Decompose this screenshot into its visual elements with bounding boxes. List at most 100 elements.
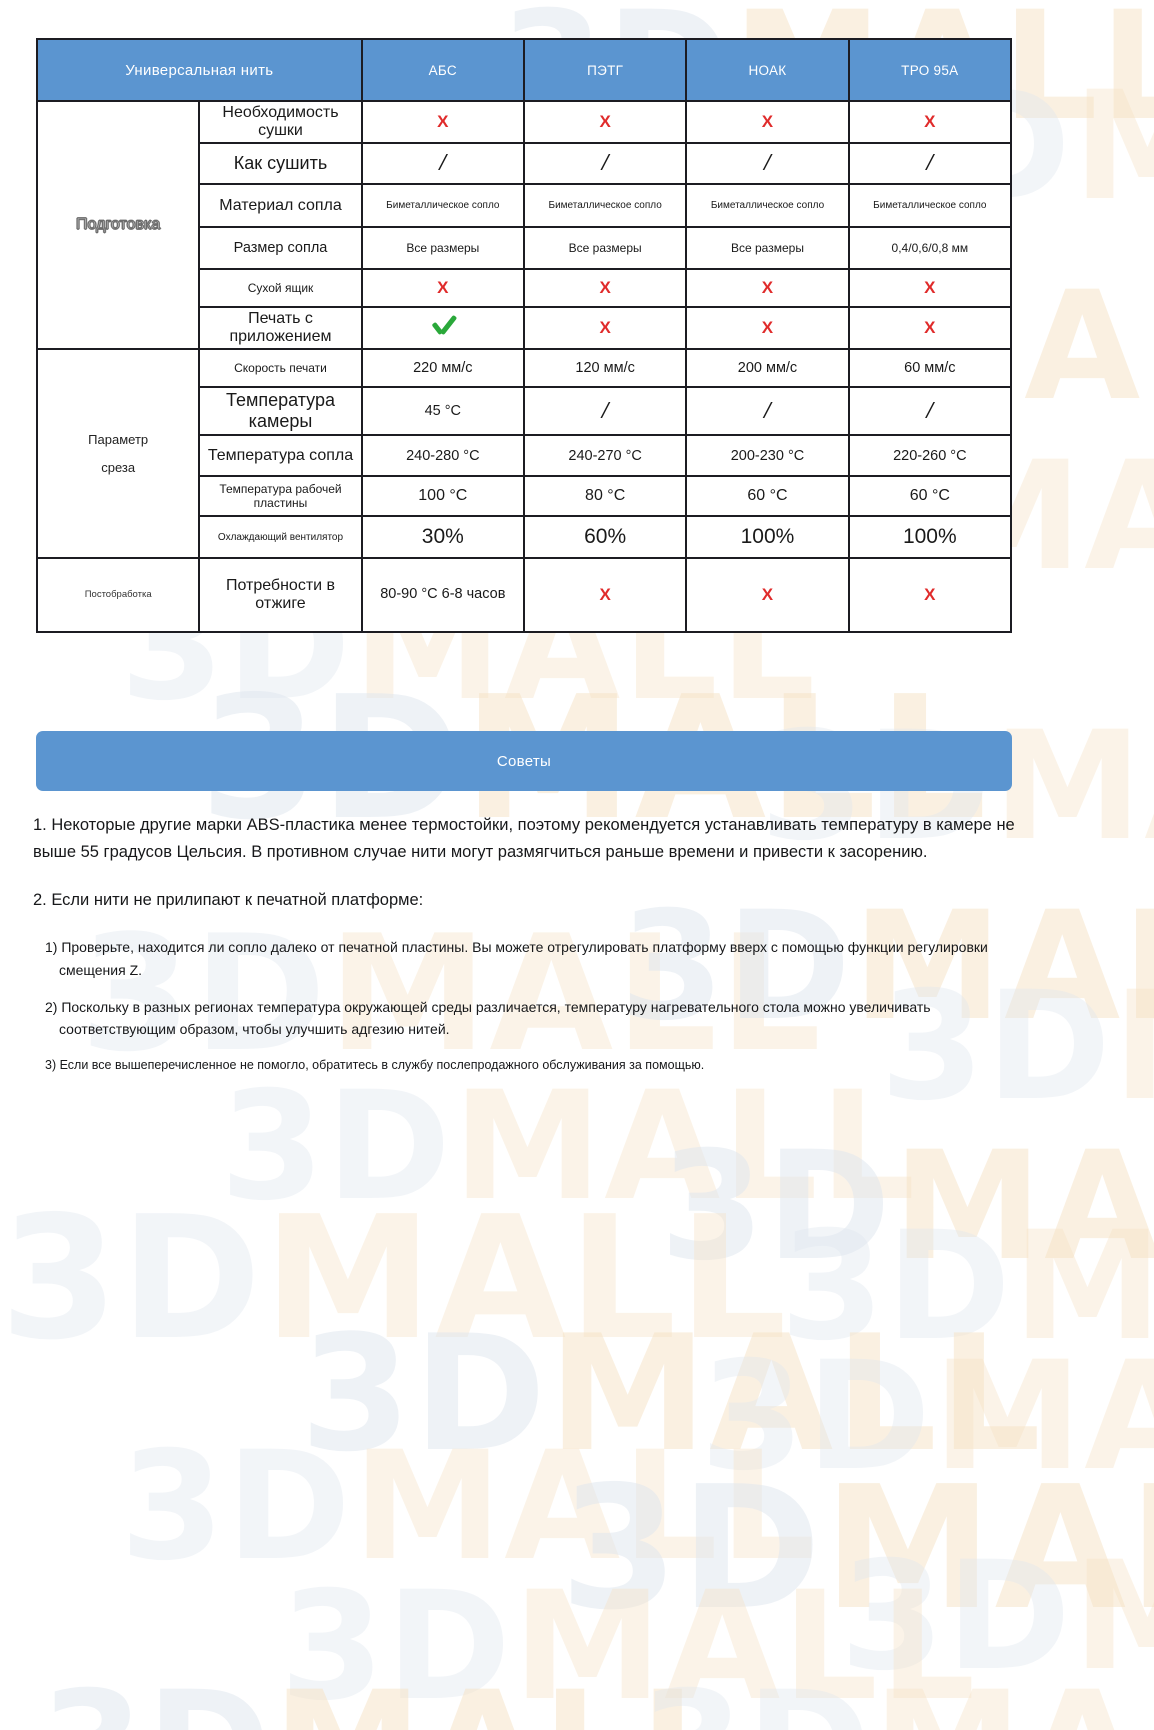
cell-0: 80-90 °C 6-8 часов xyxy=(360,557,525,633)
row-label: Сухой ящик xyxy=(198,268,363,308)
watermark-3dmall: 3DMALL xyxy=(120,1420,818,1594)
slash-mark: / xyxy=(439,150,447,176)
cell-0: 45 °C xyxy=(360,386,525,436)
cell-3: 100% xyxy=(847,515,1013,559)
cell-3: X xyxy=(847,557,1013,633)
cross-icon: X xyxy=(924,318,936,337)
tip-subitem-2: 2) Поскольку в разных регионах температу… xyxy=(45,998,931,1038)
row-label: Потребности в отжиге xyxy=(198,557,363,633)
cell-3: X xyxy=(847,306,1013,350)
row-label: Температура рабочей пластины xyxy=(198,475,363,517)
cell-0: Все размеры xyxy=(360,226,525,270)
tip-subitem-1: 1) Проверьте, находится ли сопло далеко … xyxy=(45,939,988,978)
cell-2: Все размеры xyxy=(685,226,850,270)
cell-1: X xyxy=(522,100,688,144)
cross-icon: X xyxy=(761,318,774,337)
cell-3: / xyxy=(847,386,1013,436)
watermark-3dmall: 3DMALL xyxy=(780,1200,1154,1374)
watermark-3dmall: 3DMALL xyxy=(560,1450,1154,1648)
cell-1: 240-270 °C xyxy=(522,434,688,477)
slash-mark: / xyxy=(926,150,934,176)
slash-mark: / xyxy=(764,397,771,424)
cross-icon: X xyxy=(924,112,936,131)
header-universal-filament: Универсальная нить xyxy=(36,38,363,102)
cell-1: Все размеры xyxy=(522,226,688,270)
cell-1: X xyxy=(522,268,688,308)
slash-mark: / xyxy=(601,397,609,424)
cell-0: 30% xyxy=(360,515,525,559)
cell-2: 200 мм/с xyxy=(685,348,850,388)
cell-0: 100 °C xyxy=(360,475,525,517)
cell-0: 220 мм/с xyxy=(360,348,525,388)
row-label: Температура сопла xyxy=(198,434,363,477)
cross-icon: X xyxy=(924,585,936,604)
cross-icon: X xyxy=(761,278,774,297)
cell-2: X xyxy=(685,306,850,350)
slash-mark: / xyxy=(926,397,934,424)
cell-0: X xyxy=(360,268,525,308)
row-label: Как сушить xyxy=(198,142,363,185)
table-row: Подготовка Необходимость сушки X X X X xyxy=(35,100,1013,350)
cell-2: / xyxy=(685,386,850,436)
cell-0: / xyxy=(360,142,525,185)
cell-3: X xyxy=(847,268,1013,308)
row-label: Необходимость сушки xyxy=(198,100,363,144)
row-label: Размер сопла xyxy=(198,226,363,270)
header-column-tpo95a: ТРО 95А xyxy=(847,38,1013,102)
slash-mark: / xyxy=(601,150,609,176)
table-row: Как сушить / / / / xyxy=(37,142,1013,185)
cross-icon: X xyxy=(599,278,611,297)
cell-3: X xyxy=(847,100,1013,144)
cell-2: 200-230 °C xyxy=(685,434,850,477)
cross-icon: X xyxy=(599,318,611,337)
cell-3: 220-260 °C xyxy=(847,434,1013,477)
watermark-3dmall: 3DMALL xyxy=(40,1660,737,1730)
cell-0: Биметаллическое сопло xyxy=(360,183,525,228)
cell-2: 100% xyxy=(685,515,850,559)
table-header-row: Универсальная нить АБС ПЭТГ НОАК ТРО 95А xyxy=(36,38,1013,102)
row-label: Печать с приложением xyxy=(198,306,363,350)
row-label: Охлаждающий вентилятор xyxy=(198,515,363,559)
cell-1: 60% xyxy=(522,515,688,559)
table-row: Сухой ящик X X X X xyxy=(37,268,1013,308)
table-head: Универсальная нить АБС ПЭТГ НОАК ТРО 95А xyxy=(36,38,1013,102)
slash-mark: / xyxy=(764,150,771,176)
cell-3: Биметаллическое сопло xyxy=(847,183,1013,228)
table-body: Подготовка Необходимость сушки X X X X Как суш… xyxy=(35,100,1013,633)
table-row: Параметр среза Скорость печати 220 мм/с 120 … xyxy=(35,348,1013,559)
cell-0: X xyxy=(360,100,525,144)
group-label-1: Параметр среза xyxy=(35,348,201,559)
cell-2: Биметаллическое сопло xyxy=(685,183,850,228)
group-label-line1: Параметр xyxy=(88,432,149,447)
cell-1: X xyxy=(522,306,688,350)
watermark-3dmall: 3DMALL xyxy=(660,1120,1154,1294)
group-label-line2: среза xyxy=(101,459,136,475)
table-row: Печать с приложением X X X xyxy=(37,306,1013,350)
table-row: Температура рабочей пластины 100 °C 80 °C 6… xyxy=(37,475,1013,517)
cell-1: X xyxy=(522,557,688,633)
table-row: Температура сопла 240-280 °C 240-270 °C 200… xyxy=(37,434,1013,477)
table-row: Материал сопла Биметаллическое сопло Бимет… xyxy=(37,183,1013,228)
table-row: Постобработка Потребности в отжиге 80-90 °… xyxy=(35,557,1013,633)
cell-1: 120 мм/с xyxy=(522,348,688,388)
cross-icon: X xyxy=(761,112,774,131)
table-row: Размер сопла Все размеры Все размеры Все ра… xyxy=(37,226,1013,270)
header-column-hoak: НОАК xyxy=(685,38,850,102)
cell-2: X xyxy=(685,100,850,144)
tips-banner: Советы xyxy=(36,731,1012,791)
row-label: Материал сопла xyxy=(198,183,363,228)
cell-1: / xyxy=(522,386,688,436)
cross-icon: X xyxy=(599,585,611,604)
watermark-3dmall: 3DMALL xyxy=(300,1300,1044,1487)
cell-1: 80 °C xyxy=(522,475,688,517)
watermark-3dmall: 3DMALL xyxy=(840,1530,1154,1704)
cross-icon: X xyxy=(599,112,611,131)
cross-icon: X xyxy=(437,112,449,131)
watermark-3dmall: 3DMALL xyxy=(0,1180,789,1378)
row-label: Скорость печати xyxy=(198,348,363,388)
header-column-abs: АБС xyxy=(360,38,525,102)
cell-2: / xyxy=(685,142,850,185)
cell-1: / xyxy=(522,142,688,185)
cell-1: Биметаллическое сопло xyxy=(522,183,688,228)
cell-3: 0,4/0,6/0,8 мм xyxy=(847,226,1013,270)
